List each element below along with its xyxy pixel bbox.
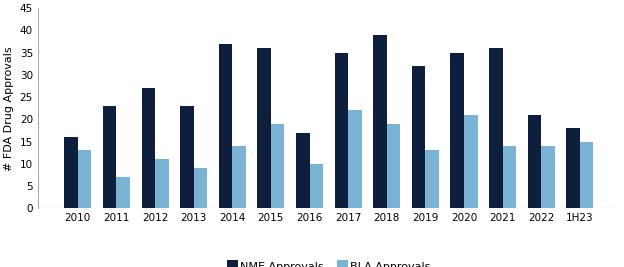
Bar [155, 159, 168, 208]
Bar [451, 53, 464, 208]
Bar [464, 115, 477, 208]
Bar [142, 88, 155, 208]
Bar [310, 164, 323, 208]
Bar [426, 151, 439, 208]
Bar [296, 133, 310, 208]
Bar [502, 146, 516, 208]
Bar [541, 146, 555, 208]
Bar [193, 168, 207, 208]
Bar [219, 44, 232, 208]
Bar [78, 151, 91, 208]
Bar [348, 111, 362, 208]
Bar [373, 35, 387, 208]
Legend: NME Approvals, BLA Approvals: NME Approvals, BLA Approvals [222, 258, 436, 267]
Bar [567, 128, 580, 208]
Bar [271, 124, 285, 208]
Bar [117, 177, 130, 208]
Bar [257, 48, 271, 208]
Bar [103, 106, 117, 208]
Bar [64, 137, 78, 208]
Bar [580, 142, 593, 208]
Bar [387, 124, 400, 208]
Bar [489, 48, 502, 208]
Bar [412, 66, 426, 208]
Bar [232, 146, 246, 208]
Y-axis label: # FDA Drug Approvals: # FDA Drug Approvals [4, 46, 14, 171]
Bar [180, 106, 193, 208]
Bar [528, 115, 541, 208]
Bar [334, 53, 348, 208]
